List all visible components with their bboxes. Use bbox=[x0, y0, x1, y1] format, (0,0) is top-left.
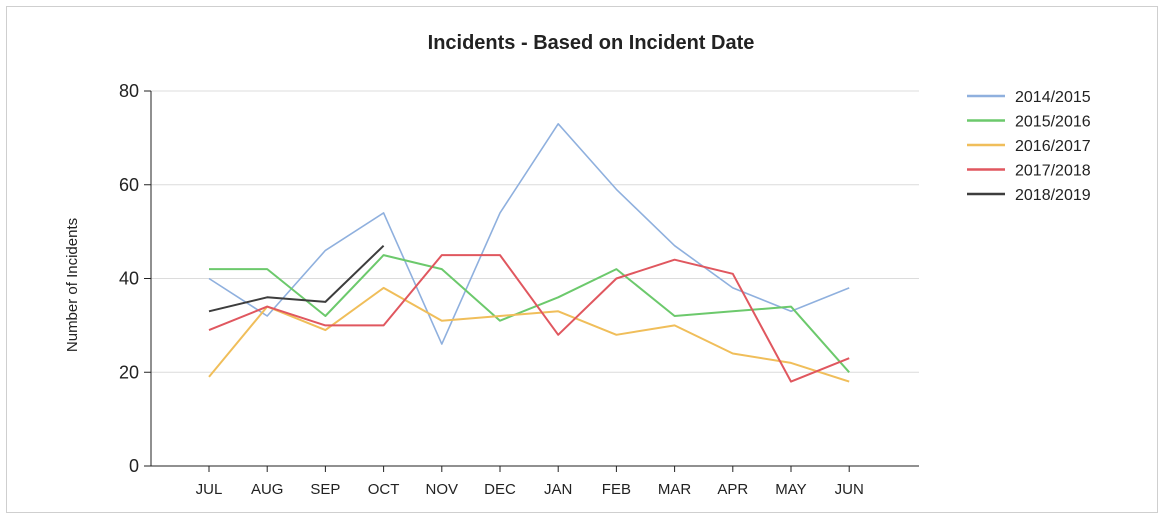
x-tick-label: SEP bbox=[310, 481, 340, 498]
x-tick-label: OCT bbox=[368, 481, 400, 498]
legend-label: 2016/2017 bbox=[1015, 138, 1091, 155]
series-line-2016-2017 bbox=[208, 286, 850, 383]
line-chart: Incidents - Based on Incident Date Numbe… bbox=[64, 32, 1091, 498]
y-ticks: 0 20 40 60 80 bbox=[119, 81, 151, 476]
x-tick-label: JUN bbox=[835, 481, 864, 498]
legend-label: 2014/2015 bbox=[1015, 89, 1091, 106]
y-tick-label: 0 bbox=[129, 456, 139, 476]
chart-frame: Incidents - Based on Incident Date Numbe… bbox=[6, 6, 1158, 513]
x-tick-label: NOV bbox=[426, 481, 459, 498]
x-tick-label: JAN bbox=[544, 481, 572, 498]
chart-title: Incidents - Based on Incident Date bbox=[428, 32, 755, 54]
y-tick-label: 20 bbox=[119, 362, 139, 382]
x-tick-label: DEC bbox=[484, 481, 516, 498]
y-tick-label: 60 bbox=[119, 175, 139, 195]
x-tick-label: APR bbox=[717, 481, 748, 498]
series-line-2018-2019 bbox=[208, 244, 385, 313]
y-tick-label: 80 bbox=[119, 81, 139, 101]
series-line-2015-2016 bbox=[209, 254, 850, 373]
y-axis-label: Number of Incidents bbox=[64, 218, 81, 352]
legend-label: 2017/2018 bbox=[1015, 163, 1091, 180]
x-tick-label: MAR bbox=[658, 481, 692, 498]
x-tick-label: FEB bbox=[602, 481, 631, 498]
series-line-2017-2018 bbox=[208, 254, 850, 383]
series-lines bbox=[208, 123, 850, 383]
x-tick-label: MAY bbox=[775, 481, 806, 498]
x-ticks: JUL AUG SEP OCT NOV DEC JAN FEB MAR APR MAY JUN bbox=[196, 466, 864, 498]
legend-label: 2018/2019 bbox=[1015, 187, 1091, 204]
legend: 2014/2015 2015/2016 2016/2017 2017/2018 2018… bbox=[967, 89, 1091, 204]
legend-label: 2015/2016 bbox=[1015, 114, 1091, 131]
x-tick-label: AUG bbox=[251, 481, 284, 498]
x-tick-label: JUL bbox=[196, 481, 223, 498]
gridlines bbox=[151, 90, 919, 373]
y-tick-label: 40 bbox=[119, 269, 139, 289]
